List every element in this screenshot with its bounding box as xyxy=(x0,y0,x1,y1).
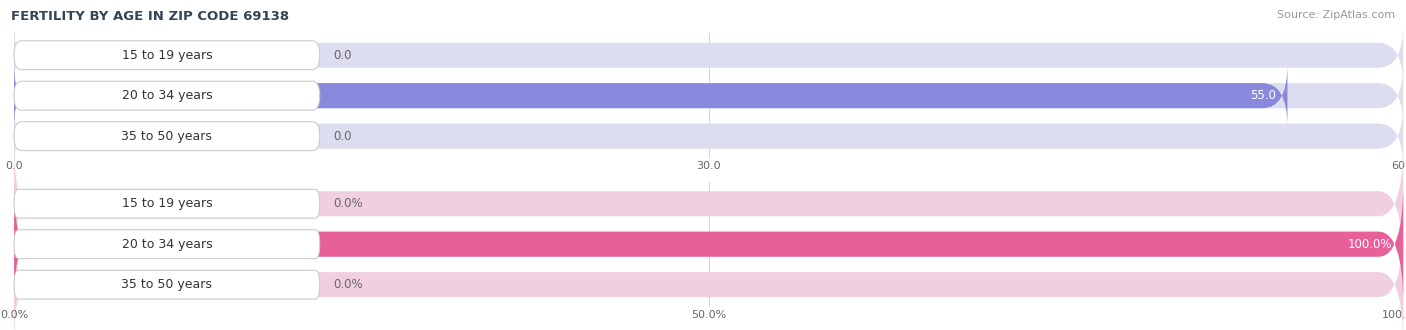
FancyBboxPatch shape xyxy=(14,24,1403,86)
Text: 0.0: 0.0 xyxy=(333,130,352,143)
FancyBboxPatch shape xyxy=(14,65,1288,127)
Text: 100.0%: 100.0% xyxy=(1347,238,1392,251)
Text: 35 to 50 years: 35 to 50 years xyxy=(121,130,212,143)
Text: Source: ZipAtlas.com: Source: ZipAtlas.com xyxy=(1277,10,1395,20)
Text: 20 to 34 years: 20 to 34 years xyxy=(121,238,212,251)
FancyBboxPatch shape xyxy=(14,230,319,259)
FancyBboxPatch shape xyxy=(14,122,319,150)
FancyBboxPatch shape xyxy=(14,105,1403,167)
FancyBboxPatch shape xyxy=(14,184,1403,305)
FancyBboxPatch shape xyxy=(14,270,319,299)
Text: 35 to 50 years: 35 to 50 years xyxy=(121,278,212,291)
FancyBboxPatch shape xyxy=(14,224,1403,330)
Text: 55.0: 55.0 xyxy=(1250,89,1277,102)
Text: 20 to 34 years: 20 to 34 years xyxy=(121,89,212,102)
FancyBboxPatch shape xyxy=(14,41,319,70)
Text: 0.0%: 0.0% xyxy=(333,197,363,210)
FancyBboxPatch shape xyxy=(14,81,319,110)
FancyBboxPatch shape xyxy=(14,184,1403,305)
Text: 0.0: 0.0 xyxy=(333,49,352,62)
FancyBboxPatch shape xyxy=(14,189,319,218)
Text: 15 to 19 years: 15 to 19 years xyxy=(121,197,212,210)
Text: FERTILITY BY AGE IN ZIP CODE 69138: FERTILITY BY AGE IN ZIP CODE 69138 xyxy=(11,10,290,23)
Text: 15 to 19 years: 15 to 19 years xyxy=(121,49,212,62)
Text: 0.0%: 0.0% xyxy=(333,278,363,291)
FancyBboxPatch shape xyxy=(14,144,1403,264)
FancyBboxPatch shape xyxy=(14,65,1403,127)
